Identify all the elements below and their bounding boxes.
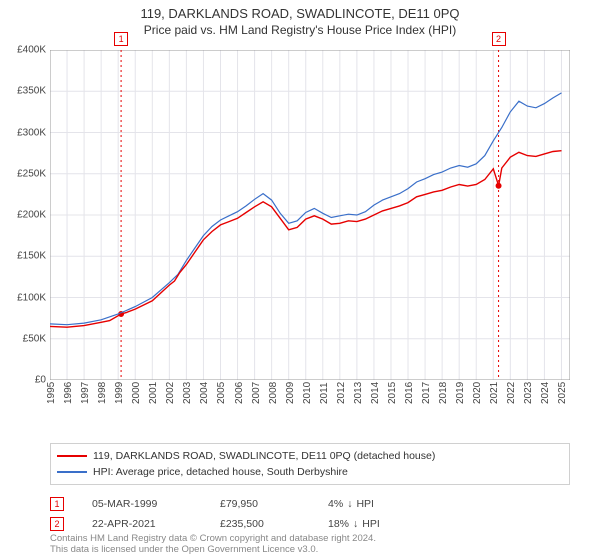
x-axis-tick-label: 2023: [523, 382, 534, 404]
chart-area: £0£50K£100K£150K£200K£250K£300K£350K£400…: [50, 50, 570, 380]
y-axis-tick-label: £300K: [17, 127, 46, 138]
x-axis-tick-label: 1998: [97, 382, 108, 404]
y-axis-tick-label: £0: [35, 375, 46, 386]
legend-swatch-hpi: [57, 471, 87, 473]
x-axis-tick-label: 2003: [182, 382, 193, 404]
x-axis-tick-label: 2020: [472, 382, 483, 404]
x-axis-tick-label: 2009: [285, 382, 296, 404]
sale-marker-2: 2: [50, 517, 64, 531]
x-axis-tick-label: 2019: [455, 382, 466, 404]
sale-row-2: 2 22-APR-2021 £235,500 18% ↓ HPI: [50, 514, 570, 534]
legend-label: 119, DARKLANDS ROAD, SWADLINCOTE, DE11 0…: [93, 450, 435, 462]
x-axis-tick-label: 2000: [131, 382, 142, 404]
sale-marker-chart: 1: [114, 32, 128, 46]
legend-label: HPI: Average price, detached house, Sout…: [93, 466, 348, 478]
x-axis-tick-label: 2002: [165, 382, 176, 404]
sale-date: 05-MAR-1999: [92, 498, 192, 510]
sale-price: £235,500: [220, 518, 300, 530]
x-axis-tick-label: 1995: [46, 382, 57, 404]
x-axis-tick-label: 2004: [199, 382, 210, 404]
x-axis-tick-label: 2025: [557, 382, 568, 404]
x-axis-tick-label: 1999: [114, 382, 125, 404]
down-arrow-icon: ↓: [353, 518, 358, 530]
x-axis-tick-label: 2018: [438, 382, 449, 404]
sale-marker-1: 1: [50, 497, 64, 511]
down-arrow-icon: ↓: [347, 498, 352, 510]
attribution-footer: Contains HM Land Registry data © Crown c…: [50, 534, 570, 556]
x-axis-tick-label: 2013: [353, 382, 364, 404]
sales-table: 1 05-MAR-1999 £79,950 4% ↓ HPI 2 22-APR-…: [50, 494, 570, 534]
legend-swatch-price-paid: [57, 455, 87, 457]
x-axis-tick-label: 2022: [506, 382, 517, 404]
y-axis-tick-label: £250K: [17, 168, 46, 179]
x-axis-tick-label: 2021: [489, 382, 500, 404]
sale-pct-vs-hpi: 18% ↓ HPI: [328, 518, 380, 530]
x-axis-tick-label: 1997: [80, 382, 91, 404]
y-axis-tick-label: £100K: [17, 292, 46, 303]
x-axis-tick-label: 2012: [336, 382, 347, 404]
chart-container: 119, DARKLANDS ROAD, SWADLINCOTE, DE11 0…: [0, 0, 600, 560]
x-axis-tick-label: 2015: [387, 382, 398, 404]
y-axis-tick-label: £200K: [17, 210, 46, 221]
chart-subtitle: Price paid vs. HM Land Registry's House …: [0, 23, 600, 37]
chart-title: 119, DARKLANDS ROAD, SWADLINCOTE, DE11 0…: [0, 6, 600, 21]
x-axis-tick-label: 2017: [421, 382, 432, 404]
y-axis-tick-label: £150K: [17, 251, 46, 262]
titles: 119, DARKLANDS ROAD, SWADLINCOTE, DE11 0…: [0, 0, 600, 41]
x-axis-tick-label: 2014: [370, 382, 381, 404]
x-axis-tick-label: 2011: [319, 382, 330, 404]
x-axis-tick-label: 2024: [540, 382, 551, 404]
sale-marker-chart: 2: [492, 32, 506, 46]
sale-row-1: 1 05-MAR-1999 £79,950 4% ↓ HPI: [50, 494, 570, 514]
plot-region: £0£50K£100K£150K£200K£250K£300K£350K£400…: [50, 50, 570, 380]
x-axis-tick-label: 2006: [234, 382, 245, 404]
y-axis-tick-label: £350K: [17, 86, 46, 97]
x-axis-tick-label: 1996: [63, 382, 74, 404]
sale-price: £79,950: [220, 498, 300, 510]
sale-pct-vs-hpi: 4% ↓ HPI: [328, 498, 374, 510]
x-axis-tick-label: 2010: [302, 382, 313, 404]
x-axis-tick-label: 2005: [216, 382, 227, 404]
plot-svg: [50, 50, 570, 380]
sale-date: 22-APR-2021: [92, 518, 192, 530]
x-axis-tick-label: 2007: [251, 382, 262, 404]
y-axis-tick-label: £400K: [17, 45, 46, 56]
footer-line: This data is licensed under the Open Gov…: [50, 545, 570, 556]
legend-item-price-paid: 119, DARKLANDS ROAD, SWADLINCOTE, DE11 0…: [57, 448, 563, 464]
y-axis-tick-label: £50K: [23, 333, 46, 344]
x-axis-tick-label: 2016: [404, 382, 415, 404]
legend: 119, DARKLANDS ROAD, SWADLINCOTE, DE11 0…: [50, 443, 570, 485]
x-axis-tick-label: 2008: [268, 382, 279, 404]
legend-item-hpi: HPI: Average price, detached house, Sout…: [57, 464, 563, 480]
x-axis-tick-label: 2001: [148, 382, 159, 404]
